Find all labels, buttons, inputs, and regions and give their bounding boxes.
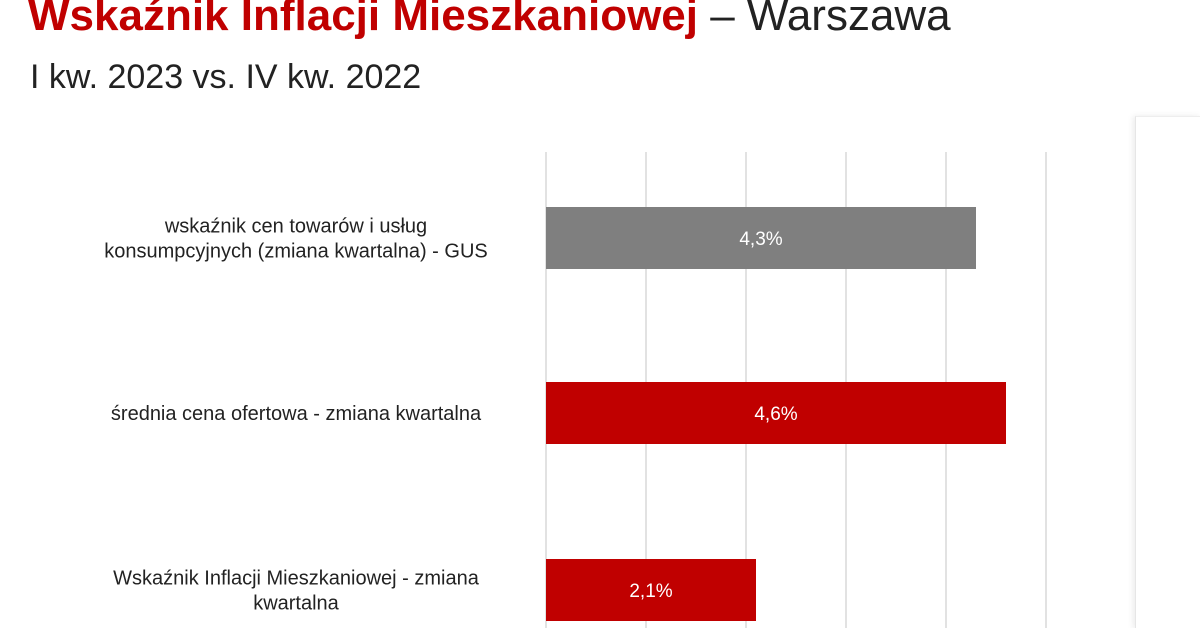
- chart-subtitle: I kw. 2023 vs. IV kw. 2022: [30, 58, 422, 96]
- chart-title-bold: Wskaźnik Inflacji Mieszkaniowej: [28, 0, 698, 40]
- category-label-line: konsumpcyjnych (zmiana kwartalna) - GUS: [104, 241, 487, 263]
- category-label: średnia cena ofertowa - zmiana kwartalna: [111, 403, 482, 425]
- value-labels: 4,3% 4,6% 2,1%: [629, 229, 797, 602]
- side-panel: [1135, 116, 1200, 628]
- data-label: 2,1%: [629, 581, 672, 602]
- category-label-line: Wskaźnik Inflacji Mieszkaniowej - zmiana: [113, 568, 480, 590]
- category-label: wskaźnik cen towarów i usług konsumpcyjny…: [104, 216, 487, 263]
- chart-title-location: – Warszawa: [698, 0, 951, 40]
- category-label-line: wskaźnik cen towarów i usług: [164, 216, 427, 238]
- bars: [546, 207, 1006, 621]
- data-label: 4,3%: [739, 229, 782, 250]
- category-label-line: kwartalna: [253, 593, 339, 615]
- bar: [546, 382, 1006, 444]
- data-label: 4,6%: [754, 404, 797, 425]
- category-label: Wskaźnik Inflacji Mieszkaniowej - zmiana…: [113, 568, 480, 615]
- bar: [546, 207, 976, 269]
- chart-title: Wskaźnik Inflacji Mieszkaniowej – Warsza…: [28, 0, 951, 46]
- bar: [546, 559, 756, 621]
- category-labels: wskaźnik cen towarów i usług konsumpcyjny…: [104, 216, 487, 615]
- category-label-line: średnia cena ofertowa - zmiana kwartalna: [111, 403, 482, 425]
